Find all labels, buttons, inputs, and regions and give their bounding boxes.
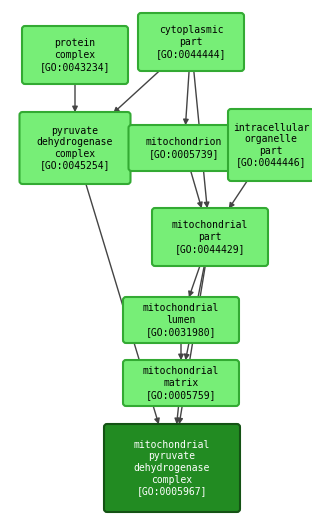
FancyBboxPatch shape [104, 424, 240, 512]
FancyBboxPatch shape [19, 112, 130, 184]
Text: mitochondrial
lumen
[GO:0031980]: mitochondrial lumen [GO:0031980] [143, 303, 219, 336]
FancyBboxPatch shape [123, 360, 239, 406]
FancyBboxPatch shape [22, 26, 128, 84]
FancyBboxPatch shape [152, 208, 268, 266]
FancyBboxPatch shape [129, 125, 240, 171]
Text: mitochondrial
part
[GO:0044429]: mitochondrial part [GO:0044429] [172, 221, 248, 254]
Text: pyruvate
dehydrogenase
complex
[GO:0045254]: pyruvate dehydrogenase complex [GO:00452… [37, 126, 113, 170]
Text: intracellular
organelle
part
[GO:0044446]: intracellular organelle part [GO:0044446… [233, 123, 309, 167]
Text: mitochondrion
[GO:0005739]: mitochondrion [GO:0005739] [146, 137, 222, 159]
Text: protein
complex
[GO:0043234]: protein complex [GO:0043234] [40, 38, 110, 72]
FancyBboxPatch shape [228, 109, 312, 181]
Text: cytoplasmic
part
[GO:0044444]: cytoplasmic part [GO:0044444] [156, 25, 226, 59]
FancyBboxPatch shape [138, 13, 244, 71]
Text: mitochondrial
matrix
[GO:0005759]: mitochondrial matrix [GO:0005759] [143, 366, 219, 400]
FancyBboxPatch shape [123, 297, 239, 343]
Text: mitochondrial
pyruvate
dehydrogenase
complex
[GO:0005967]: mitochondrial pyruvate dehydrogenase com… [134, 440, 210, 496]
